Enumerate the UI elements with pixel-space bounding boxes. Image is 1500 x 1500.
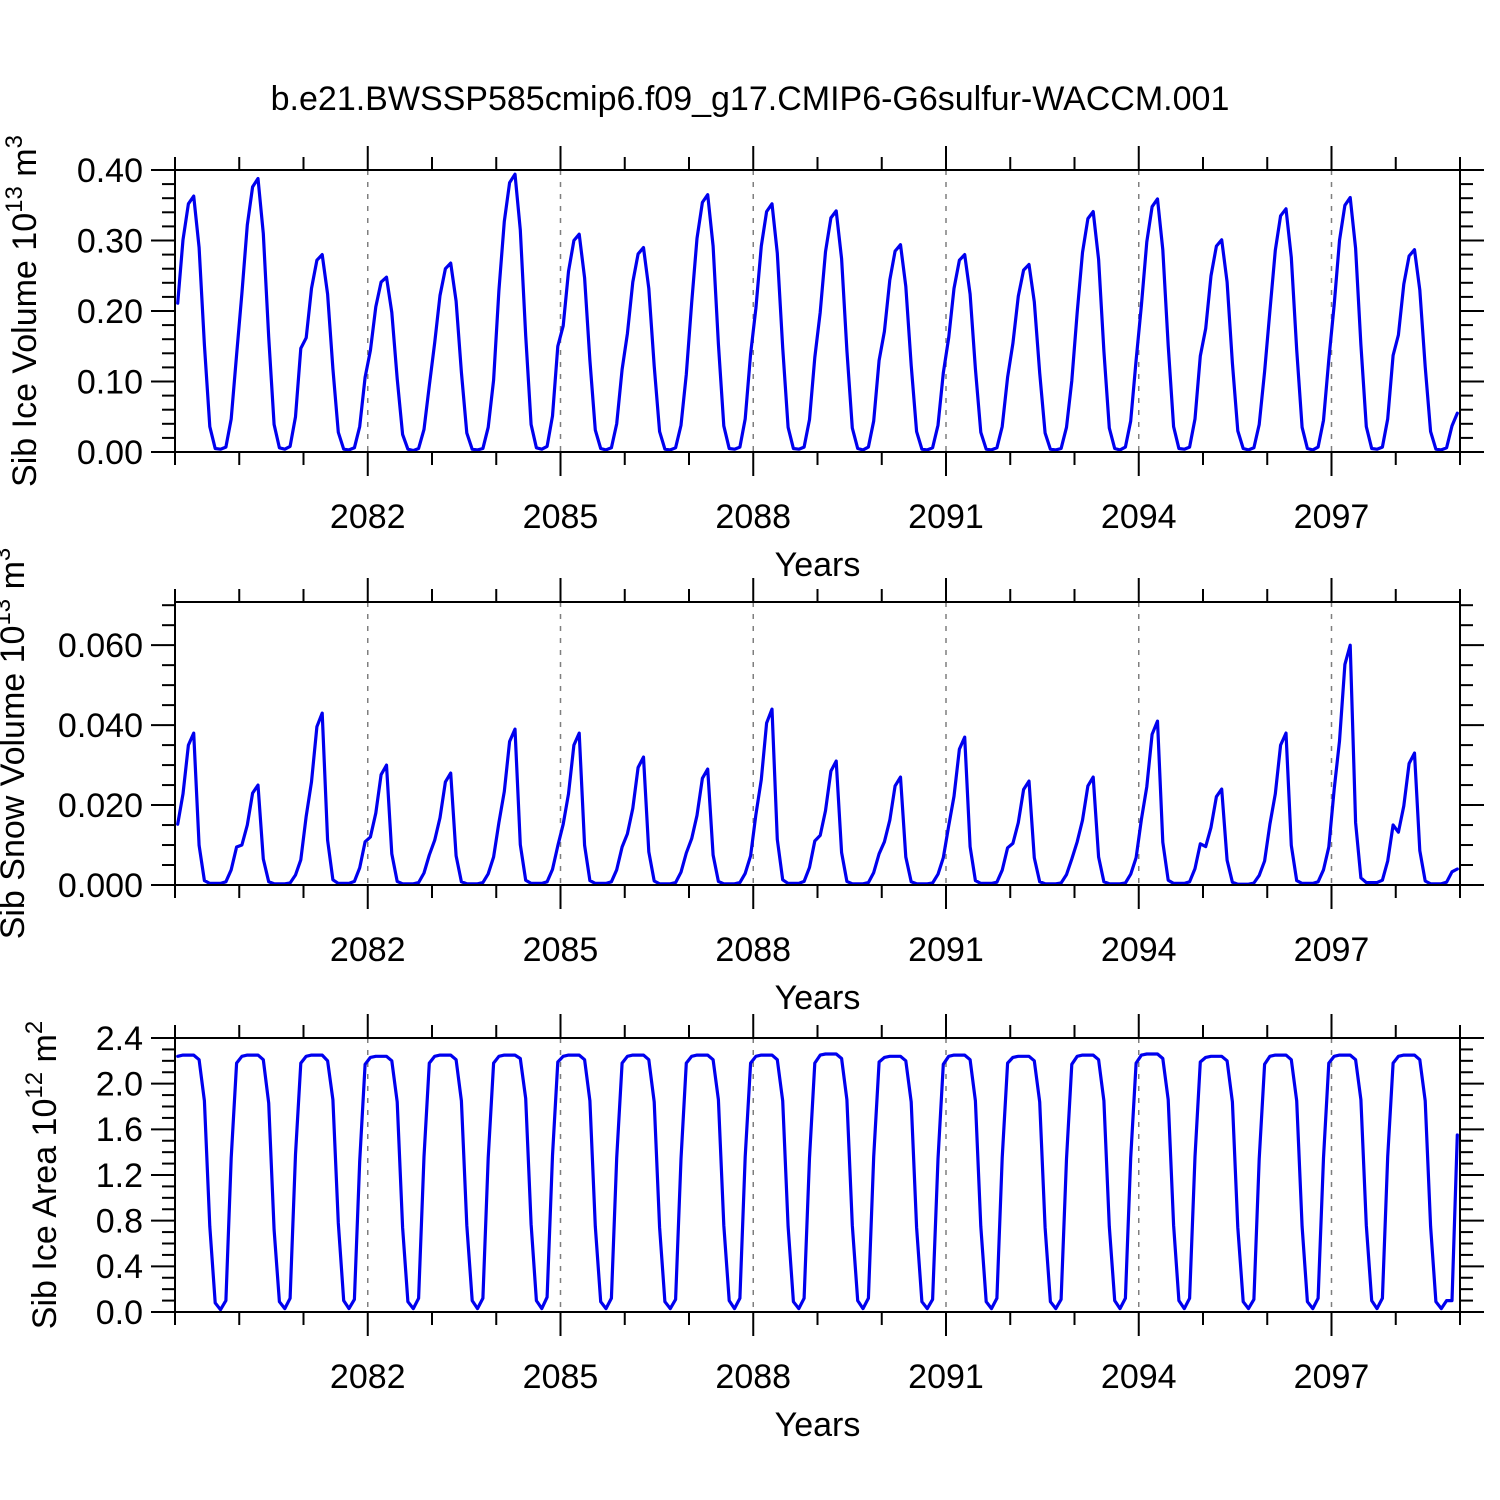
y-tick-label: 0.020 [58, 787, 143, 825]
x-axis-title: Years [775, 546, 861, 584]
x-ticks [174, 578, 1461, 909]
x-tick-label: 2082 [330, 931, 406, 969]
series-line-sib-ice-volume [176, 172, 1459, 452]
y-axis-title: Sib Snow Volume 1013 m3 [0, 548, 32, 940]
x-tick-label: 2088 [715, 1358, 791, 1396]
series-line-sib-snow-volume [176, 643, 1459, 885]
y-axis-title-superscript: 13 [1, 186, 28, 213]
gridlines [367, 1038, 1333, 1312]
y-tick-label: 0.4 [96, 1248, 143, 1286]
x-tick-label: 2082 [330, 498, 406, 536]
y-tick-label: 0.00 [77, 434, 143, 472]
series-line-sib-ice-area [176, 1052, 1459, 1312]
y-tick-label: 0.060 [58, 627, 143, 665]
y-axis-title-superscript: 3 [0, 548, 16, 561]
y-tick-label: 0.30 [77, 222, 143, 260]
x-tick-label: 2094 [1101, 1358, 1177, 1396]
plot-sib-ice-area: 0.0 0.4 0.8 1.2 1.6 2.0 2.4 2082 2085 2088 2091 209… [21, 1014, 1484, 1444]
x-tick-label: 2085 [523, 498, 599, 536]
y-axis-title: Sib Ice Area 1012 m2 [21, 1021, 64, 1329]
plot-frame [174, 169, 1461, 453]
y-axis-title-superscript: 12 [21, 1072, 48, 1099]
y-ticks [151, 1037, 1484, 1313]
x-tick-label: 2091 [908, 498, 984, 536]
y-axis-title-superscript: 2 [21, 1021, 48, 1034]
y-axis-title-text: Sib Ice Volume 10 [6, 213, 44, 487]
chart-title: b.e21.BWSSP585cmip6.f09_g17.CMIP6-G6sulf… [270, 80, 1230, 118]
y-ticks [151, 604, 1484, 886]
x-axis-title: Years [775, 1406, 861, 1444]
x-tick-label: 2097 [1294, 1358, 1370, 1396]
x-axis-title: Years [775, 979, 861, 1017]
y-tick-label: 0.0 [96, 1294, 143, 1332]
plot-sib-snow-volume: 0.000 0.020 0.040 0.060 2082 2085 2088 2091 2094… [0, 548, 1484, 1017]
x-tick-label: 2094 [1101, 498, 1177, 536]
y-axis-title-text: Sib Snow Volume 10 [0, 626, 32, 940]
y-ticks [151, 169, 1484, 453]
y-tick-label: 0.40 [77, 152, 143, 190]
x-tick-label: 2097 [1294, 931, 1370, 969]
x-tick-label: 2094 [1101, 931, 1177, 969]
y-axis-title: Sib Ice Volume 1013 m3 [1, 135, 44, 487]
x-tick-label: 2082 [330, 1358, 406, 1396]
y-axis-title-text: m [6, 148, 44, 186]
y-tick-label: 2.4 [96, 1020, 143, 1058]
x-tick-label: 2097 [1294, 498, 1370, 536]
x-ticks [174, 146, 1461, 476]
x-tick-label: 2085 [523, 1358, 599, 1396]
y-tick-label: 0.040 [58, 707, 143, 745]
y-axis-title-text: Sib Ice Area 10 [26, 1099, 64, 1330]
x-tick-label: 2088 [715, 931, 791, 969]
x-tick-label: 2085 [523, 931, 599, 969]
y-axis-title-superscript: 13 [0, 599, 16, 626]
y-tick-label: 2.0 [96, 1066, 143, 1104]
y-axis-title-superscript: 3 [1, 135, 28, 148]
gridlines [367, 602, 1333, 885]
y-tick-label: 1.2 [96, 1157, 143, 1195]
y-tick-label: 1.6 [96, 1111, 143, 1149]
y-tick-label: 0.8 [96, 1203, 143, 1241]
y-tick-label: 0.20 [77, 293, 143, 331]
y-axis-title-text: m [0, 561, 32, 599]
x-tick-label: 2091 [908, 1358, 984, 1396]
y-tick-label: 0.10 [77, 363, 143, 401]
y-axis-title-text: m [26, 1034, 64, 1072]
x-ticks [174, 1014, 1461, 1336]
x-tick-label: 2091 [908, 931, 984, 969]
plot-sib-ice-volume: 0.00 0.10 0.20 0.30 0.40 2082 2085 2088 2091 2094… [1, 135, 1484, 584]
y-tick-label: 0.000 [58, 867, 143, 905]
x-tick-label: 2088 [715, 498, 791, 536]
